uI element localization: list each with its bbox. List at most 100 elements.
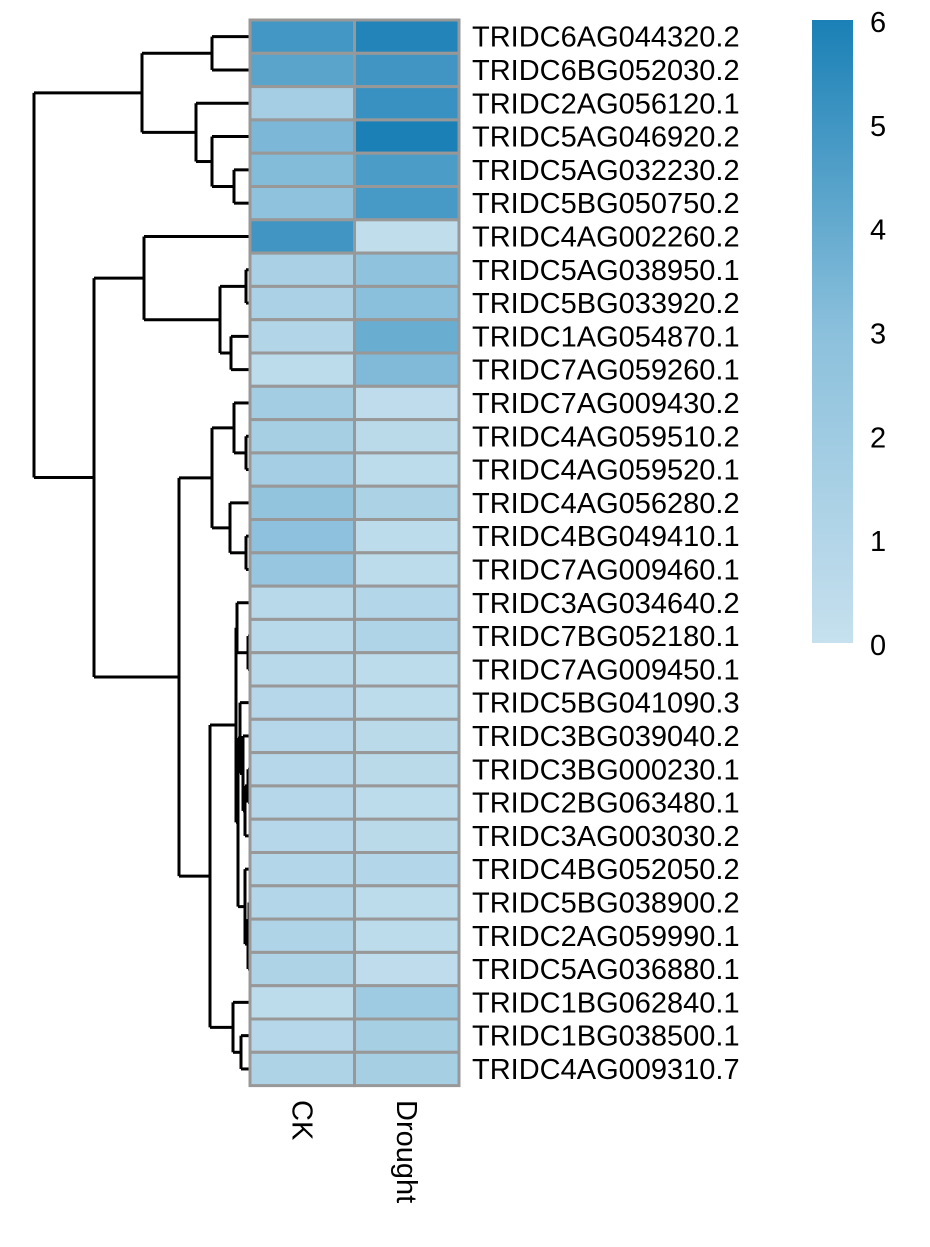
heatmap-cell (248, 684, 356, 721)
heatmap-cell (353, 185, 461, 222)
heatmap-cell (353, 384, 461, 422)
heatmap-cell (248, 551, 356, 588)
heatmap-cell (353, 118, 461, 155)
colorbar-tick-label: 6 (870, 7, 886, 39)
heatmap-cell (353, 318, 461, 355)
heatmap-cell (353, 1050, 461, 1088)
heatmap-cell (248, 418, 356, 455)
heatmap-cell (248, 884, 356, 921)
row-label: TRIDC5BG041090.3 (472, 688, 740, 720)
row-label: TRIDC7AG059260.1 (472, 355, 740, 387)
row-label: TRIDC7AG009450.1 (472, 654, 740, 686)
heatmap-cell (353, 1017, 461, 1054)
colorbar-tick-label: 2 (870, 422, 886, 454)
heatmap-cell (353, 418, 461, 455)
row-labels: TRIDC6AG044320.2TRIDC6BG052030.2TRIDC2AG… (472, 22, 740, 1086)
heatmap-cell (248, 151, 356, 188)
heatmap-cell (248, 851, 356, 888)
heatmap-cell (353, 684, 461, 721)
row-label: TRIDC5BG033920.2 (472, 288, 740, 320)
heatmap-cell (248, 185, 356, 222)
heatmap-cell (353, 85, 461, 122)
heatmap-cell (248, 51, 356, 89)
row-label: TRIDC6AG044320.2 (472, 22, 740, 54)
row-label: TRIDC3BG039040.2 (472, 721, 740, 753)
heatmap-cell (353, 751, 461, 788)
color-legend: 0 1 2 3 4 5 6 (812, 7, 886, 662)
heatmap-cell (248, 617, 356, 655)
heatmap-cell (353, 617, 461, 655)
row-label: TRIDC4AG002260.2 (472, 221, 740, 253)
colorbar-tick-label: 0 (870, 630, 886, 662)
heatmap-cell (353, 917, 461, 954)
column-label: Drought (390, 1100, 422, 1203)
colorbar-tick-label: 1 (870, 526, 886, 558)
heatmap-cell (353, 151, 461, 188)
heatmap-cell (248, 384, 356, 422)
row-label: TRIDC2AG059990.1 (472, 921, 740, 953)
row-label: TRIDC5AG038950.1 (472, 255, 740, 287)
row-label: TRIDC2AG056120.1 (472, 88, 740, 120)
row-label: TRIDC2BG063480.1 (472, 788, 740, 820)
heatmap-cell (248, 18, 356, 55)
heatmap-cell (353, 351, 461, 388)
heatmap-cell (248, 1050, 356, 1088)
heatmap-cells (248, 18, 461, 1088)
heatmap-cell (353, 284, 461, 322)
heatmap-cell (248, 318, 356, 355)
heatmap-cell (353, 251, 461, 288)
heatmap-cell (248, 1017, 356, 1054)
heatmap-cell (353, 451, 461, 488)
row-label: TRIDC1AG054870.1 (472, 321, 740, 353)
row-label: TRIDC1BG038500.1 (472, 1021, 740, 1053)
heatmap-cell (353, 817, 461, 855)
heatmap-cell (353, 484, 461, 522)
colorbar-tick-label: 5 (870, 111, 886, 143)
heatmap-cell (353, 18, 461, 55)
row-label: TRIDC7BG052180.1 (472, 621, 740, 653)
heatmap-cell (248, 984, 356, 1021)
heatmap-cell (353, 984, 461, 1021)
row-label: TRIDC7AG009430.2 (472, 388, 740, 420)
heatmap-cell (353, 717, 461, 755)
heatmap-cell (248, 651, 356, 688)
row-label: TRIDC3AG003030.2 (472, 821, 740, 853)
heatmap-cell (248, 251, 356, 288)
heatmap-cell (353, 950, 461, 988)
row-label: TRIDC5BG038900.2 (472, 887, 740, 919)
colorbar-tick-label: 4 (870, 215, 886, 247)
colorbar-tick-label: 3 (870, 319, 886, 351)
row-dendrogram (32, 35, 251, 1071)
heatmap-cell (248, 284, 356, 322)
heatmap-cell (248, 950, 356, 988)
heatmap-cell (248, 917, 356, 954)
colorbar-gradient (812, 20, 853, 643)
row-label: TRIDC5AG036880.1 (472, 954, 740, 986)
row-label: TRIDC6BG052030.2 (472, 55, 740, 87)
row-label: TRIDC4AG009310.7 (472, 1054, 740, 1086)
row-label: TRIDC4BG049410.1 (472, 521, 740, 553)
heatmap-cell (353, 551, 461, 588)
heatmap-cell (248, 518, 356, 555)
row-label: TRIDC4AG056280.2 (472, 488, 740, 520)
row-label: TRIDC4BG052050.2 (472, 854, 740, 886)
heatmap-cell (248, 817, 356, 855)
heatmap-cell (353, 784, 461, 821)
heatmap-cell (248, 717, 356, 755)
heatmap-cell (353, 651, 461, 688)
column-label: CK (285, 1100, 317, 1141)
heatmap-cell (353, 51, 461, 89)
heatmap-cell (248, 751, 356, 788)
row-label: TRIDC7AG009460.1 (472, 554, 740, 586)
row-label: TRIDC5AG046920.2 (472, 122, 740, 154)
row-label: TRIDC3AG034640.2 (472, 588, 740, 620)
heatmap-cell (248, 218, 356, 255)
row-label: TRIDC4AG059510.2 (472, 421, 740, 453)
heatmap-cell (353, 584, 461, 621)
row-label: TRIDC5BG050750.2 (472, 188, 740, 220)
row-label: TRIDC1BG062840.1 (472, 987, 740, 1019)
row-label: TRIDC5AG032230.2 (472, 155, 740, 187)
heatmap-cell (248, 584, 356, 621)
heatmap-cell (353, 518, 461, 555)
